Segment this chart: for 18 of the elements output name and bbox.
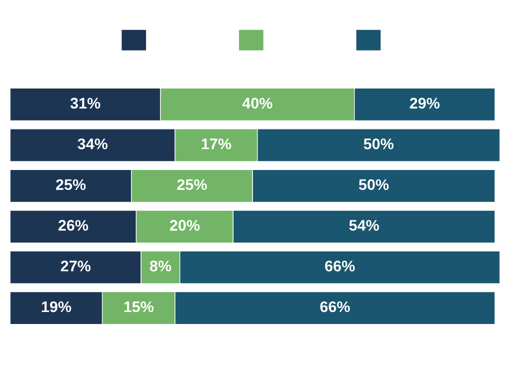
data-label: 15% [124, 301, 154, 312]
data-label: 29% [410, 98, 440, 109]
data-label: 8% [150, 260, 172, 272]
data-label: 54% [349, 220, 379, 231]
data-label: 66% [320, 301, 350, 312]
data-label: 31% [70, 98, 100, 109]
data-label: 25% [177, 179, 207, 190]
data-label: 27% [60, 260, 91, 272]
data-label: 19% [42, 301, 72, 312]
data-label: 26% [58, 220, 88, 231]
data-label: 25% [56, 179, 86, 190]
data-label: 17% [202, 138, 232, 150]
data-label: 50% [364, 138, 394, 150]
data-label: 20% [170, 220, 200, 231]
data-label: 34% [78, 138, 108, 150]
data-label: 40% [242, 98, 272, 109]
data-label: 50% [358, 179, 389, 190]
data-label: 66% [325, 260, 355, 272]
